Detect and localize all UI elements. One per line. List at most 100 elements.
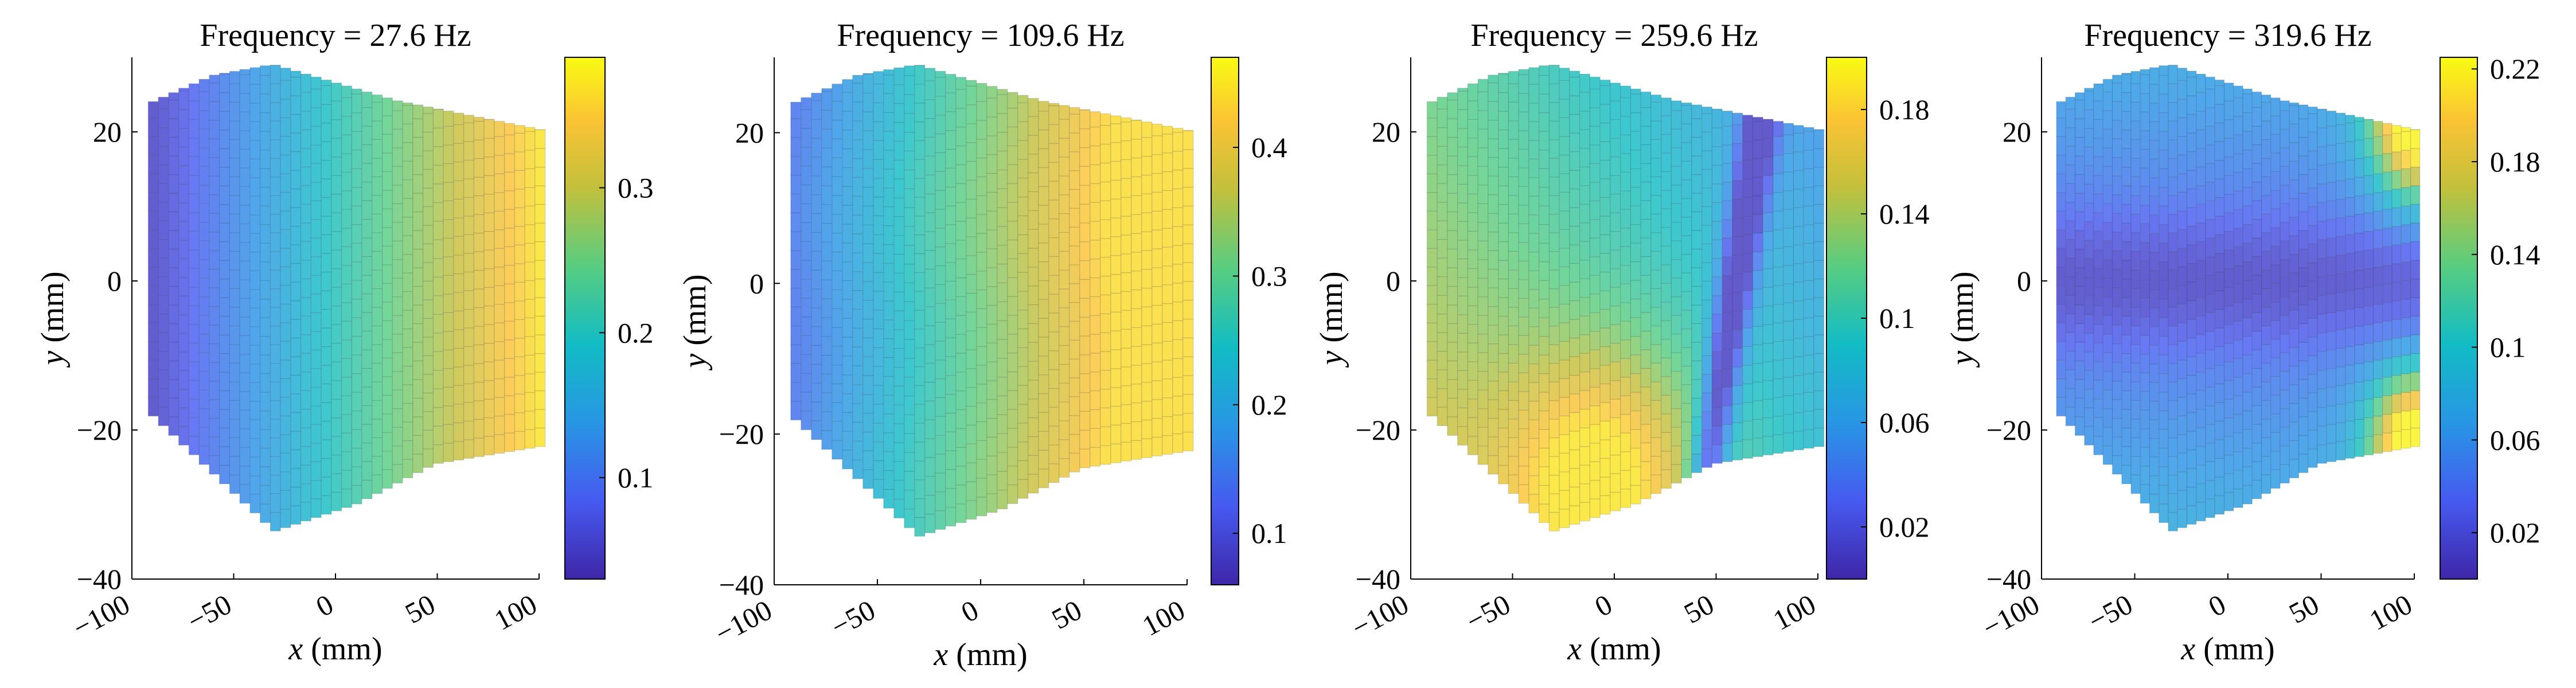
surface-cell [321, 420, 332, 440]
surface-cell [392, 389, 403, 409]
surface-cell [1079, 279, 1091, 299]
surface-cell [2121, 353, 2132, 373]
surface-cell [1569, 374, 1580, 394]
surface-cell [2308, 150, 2318, 170]
surface-cell [239, 260, 251, 280]
surface-cell [997, 282, 1008, 302]
surface-cell [2410, 260, 2421, 280]
surface-cell [1783, 302, 1794, 322]
surface-cell [1559, 303, 1570, 323]
surface-cell [1559, 322, 1570, 342]
surface-cell [249, 363, 261, 383]
surface-cell [260, 65, 271, 76]
surface-cell [280, 509, 291, 529]
surface-cell [1691, 211, 1703, 231]
surface-cell [1467, 138, 1478, 157]
surface-cell [1100, 113, 1111, 126]
surface-cell [2177, 341, 2188, 361]
surface-cell [945, 205, 957, 225]
surface-cell [229, 362, 240, 382]
surface-cell [801, 373, 812, 393]
surface-map [147, 64, 546, 531]
surface-cell [443, 312, 454, 332]
surface-cell [893, 122, 905, 142]
surface-cell [852, 346, 864, 366]
surface-cell [2391, 412, 2402, 432]
surface-cell [534, 241, 546, 261]
surface-cell [260, 447, 271, 467]
surface-cell [341, 171, 353, 191]
surface-cell [1426, 359, 1438, 380]
surface-cell [790, 401, 802, 421]
surface-cell [351, 243, 362, 263]
surface-cell [168, 286, 179, 306]
surface-cell [432, 221, 444, 240]
surface-cell [1711, 127, 1723, 147]
surface-cell [2159, 335, 2169, 355]
surface-cell [811, 175, 822, 196]
surface-cell [2205, 88, 2215, 108]
surface-cell [2186, 282, 2197, 302]
surface-cell [1110, 115, 1122, 124]
surface-cell [2345, 197, 2355, 217]
surface-cell [1426, 229, 1438, 249]
surface-cell [1762, 138, 1774, 158]
surface-cell [2149, 456, 2160, 476]
surface-cell [1742, 216, 1754, 235]
surface-cell [2111, 417, 2122, 437]
surface-cell [1141, 122, 1153, 138]
surface-cell [260, 503, 271, 523]
surface-cell [2121, 92, 2132, 112]
surface-cell [1437, 183, 1448, 203]
surface-cell [2363, 324, 2374, 344]
surface-cell [331, 473, 342, 493]
surface-cell [361, 424, 373, 444]
surface-cell [883, 413, 895, 433]
surface-cell [300, 353, 311, 373]
surface-cell [2354, 116, 2364, 122]
surface-cell [1742, 383, 1754, 403]
surface-cell [2214, 234, 2225, 254]
surface-cell [2168, 177, 2178, 196]
surface-cell [2056, 155, 2066, 174]
surface-cell [2261, 344, 2271, 364]
surface-cell [463, 420, 474, 440]
surface-cell [1498, 427, 1509, 447]
surface-cell [1028, 267, 1039, 287]
surface-cell [1589, 88, 1601, 108]
surface-cell [1691, 286, 1703, 306]
surface-cell [842, 92, 853, 112]
surface-cell [1028, 210, 1039, 230]
surface-cell [351, 317, 362, 337]
surface-cell [504, 228, 515, 247]
surface-cell [914, 404, 926, 424]
surface-cell [1620, 283, 1632, 303]
surface-cell [2391, 338, 2402, 357]
surface-cell [1028, 229, 1039, 249]
surface-cell [1548, 400, 1560, 420]
surface-cell [453, 404, 465, 424]
surface-cell [945, 130, 957, 150]
surface-cell [904, 452, 915, 472]
surface-cell [463, 271, 474, 291]
surface-cell [801, 203, 812, 223]
surface-cell [1569, 71, 1580, 78]
surface-cell [1701, 392, 1713, 412]
surface-cell [2354, 400, 2364, 420]
surface-cell [198, 259, 210, 279]
surface-cell [1579, 111, 1591, 130]
surface-cell [2280, 100, 2290, 111]
surface-cell [331, 305, 342, 325]
surface-cell [178, 88, 190, 92]
surface-cell [893, 423, 905, 443]
surface-cell [904, 226, 915, 246]
surface-cell [2401, 205, 2411, 225]
surface-cell [534, 129, 546, 149]
surface-cell [1752, 251, 1763, 271]
surface-cell [2149, 289, 2160, 308]
surface-cell [331, 212, 342, 232]
surface-cell [1650, 101, 1662, 122]
surface-cell [2391, 125, 2402, 134]
surface-cell [1152, 417, 1163, 438]
surface-cell [158, 332, 169, 352]
